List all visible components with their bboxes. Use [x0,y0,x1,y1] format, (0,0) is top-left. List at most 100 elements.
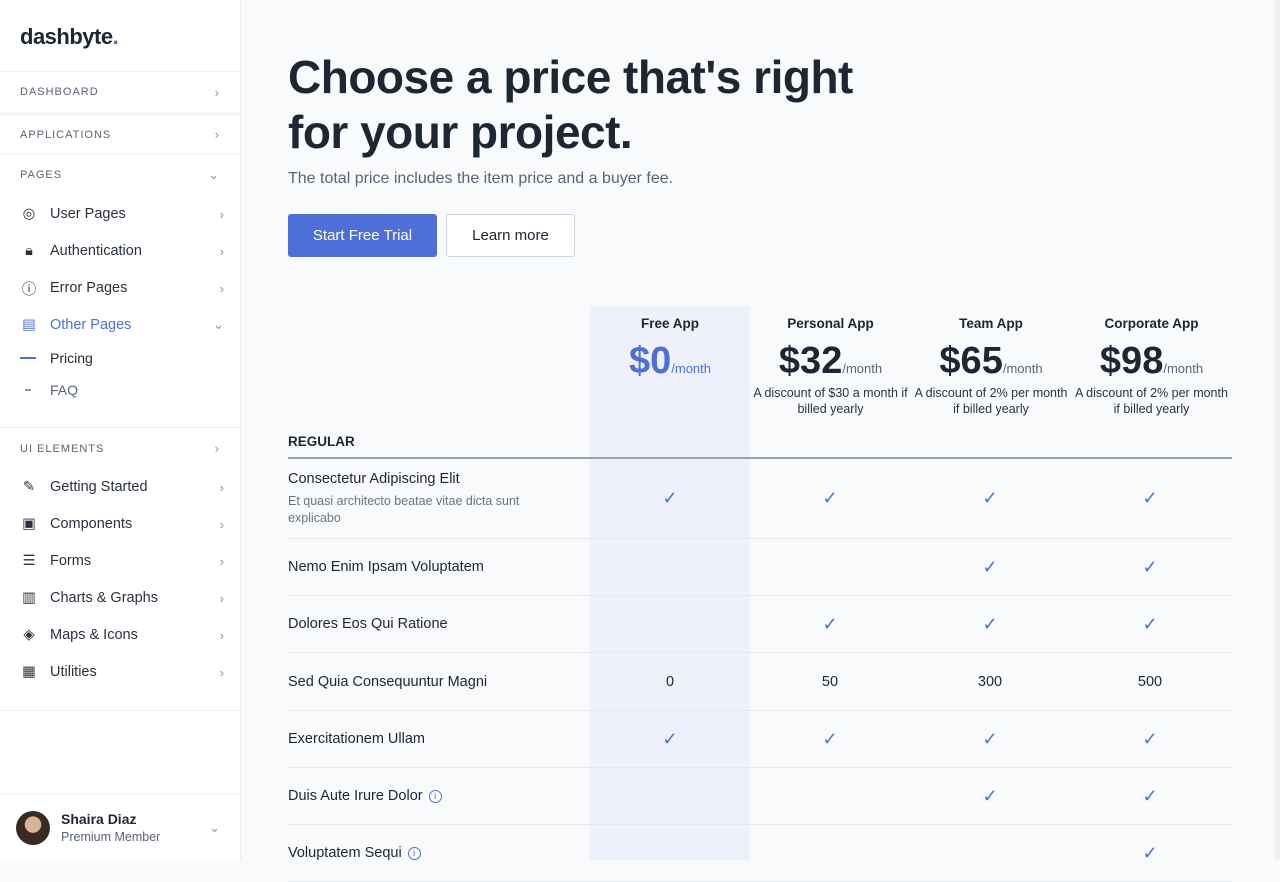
learn-more-button[interactable]: Learn more [446,214,575,257]
cell: ✓ [910,729,1070,750]
sidebar-item-authentication[interactable]: 🔒︎ Authentication › [20,236,224,266]
header-divider [288,457,1232,459]
plan-header: Team App $65/month A discount of 2% per … [911,316,1071,417]
section-label: UI ELEMENTS [20,442,105,455]
user-menu[interactable]: Shaira Diaz Premium Member ⌄ [0,794,240,860]
plan-price: $0/month [590,340,750,383]
bar-chart-icon: ▥ [22,590,36,606]
price-amount: $0 [628,340,672,382]
cell: ✓ [910,786,1070,807]
start-free-trial-button[interactable]: Start Free Trial [288,214,437,257]
item-label: Forms [50,553,92,569]
check-icon: ✓ [982,488,998,508]
cell: 0 [665,673,675,690]
check-icon: ✓ [982,556,998,577]
cell: ✓ [1070,786,1230,807]
cell: ✓ [910,557,1070,578]
scrollbar[interactable] [1275,0,1280,860]
cell: ✓ [1070,729,1230,750]
plan-note: A discount of $30 a month if billed year… [753,386,908,416]
feature-name: Dolores Eos Qui Ratione [288,616,448,632]
list-icon: ☰ [22,553,36,569]
info-icon[interactable]: i [407,846,421,860]
cell: ✓ [750,614,910,635]
feature-label: Dolores Eos Qui Ratione [288,616,590,632]
chevron-right-icon: › [219,516,224,532]
plan-header: Free App $0/month [590,316,750,385]
section-label: DASHBOARD [20,86,99,98]
divider [0,710,240,711]
subitem-label: Pricing [50,350,93,366]
feature-label: Exercitationem Ullam [288,731,590,747]
plan-price: $65/month [911,340,1071,383]
feature-row: Duis Aute Irure Dolor i ✓ ✓ [288,768,1232,825]
user-role: Premium Member [61,830,161,844]
cell: ✓ [1070,843,1230,864]
sidebar: dashbyte. DASHBOARD › APPLICATIONS › PAGES… [0,0,241,860]
sidebar-item-getting-started[interactable]: ✎ Getting Started › [20,472,224,502]
sidebar-item-charts-graphs[interactable]: ▥ Charts & Graphs › [20,583,224,613]
item-label: Getting Started [50,479,148,495]
feature-name: Voluptatem Sequi [288,845,402,861]
cell: 50 [821,673,839,690]
cell: ✓ [910,614,1070,635]
sidebar-subitem-faq[interactable]: FAQ [20,382,78,398]
sidebar-item-forms[interactable]: ☰ Forms › [20,546,225,576]
price-amount: $32 [778,340,843,382]
group-label: REGULAR [288,434,355,449]
check-icon: ✓ [822,728,838,749]
plan-header: Corporate App $98/month A discount of 2%… [1072,316,1232,417]
check-icon: ✓ [982,613,998,634]
cell: ✓ [1070,614,1230,635]
plan-price: $32/month [751,340,911,383]
cell: ✓ [750,729,910,750]
sidebar-item-error-pages[interactable]: ⓘ Error Pages › [20,273,224,303]
chevron-right-icon: › [219,280,224,296]
cell: ✓ [750,488,910,509]
chevron-right-icon: › [214,84,220,100]
sidebar-item-maps-icons[interactable]: ◈ Maps & Icons › [20,620,224,650]
feature-name: Nemo Enim Ipsam Voluptatem [288,559,484,575]
sidebar-item-user-pages[interactable]: ◎ User Pages › [20,199,224,229]
check-icon: ✓ [982,728,998,749]
info-icon[interactable]: i [428,789,442,803]
sidebar-section-dashboard[interactable]: DASHBOARD › [0,71,240,112]
alert-circle-icon: ⓘ [21,281,37,298]
check-icon: ✓ [1142,613,1158,634]
sidebar-item-utilities[interactable]: ▦ Utilities › [20,657,224,687]
logo-text: dashbyte [20,24,113,49]
feature-desc: Et quasi architecto beatae vitae dicta s… [288,493,520,525]
lock-icon: 🔒︎ [25,243,33,259]
item-label: Authentication [50,243,142,259]
cell: ✓ [1070,488,1230,509]
chevron-down-icon: ⌄ [209,819,220,835]
sidebar-subitem-pricing[interactable]: Pricing [20,350,93,366]
logo-dot: . [112,24,119,49]
check-icon: ✓ [662,488,678,508]
sidebar-item-components[interactable]: ▣ Components › [20,509,224,539]
price-period: /month [1002,361,1043,376]
feature-name: Duis Aute Irure Dolor [288,788,423,804]
chevron-right-icon: › [219,664,224,680]
sidebar-section-applications[interactable]: APPLICATIONS › [0,112,240,153]
check-icon: ✓ [1142,728,1158,749]
item-label: Error Pages [50,280,128,296]
check-icon: ✓ [662,728,678,749]
check-icon: ✓ [1142,785,1158,806]
sidebar-item-other-pages[interactable]: ▤ Other Pages ⌄ [20,310,224,340]
feature-row: Sed Quia Consequuntur Magni 0 50 300 500 [288,653,1232,711]
price-amount: $65 [939,340,1003,382]
sidebar-section-ui-elements[interactable]: UI ELEMENTS › [0,427,240,469]
plan-name: Team App [959,316,1023,331]
logo[interactable]: dashbyte. [20,24,119,50]
user-name: Shaira Diaz [61,811,137,827]
item-label: Charts & Graphs [50,590,158,606]
chevron-right-icon: › [214,441,220,456]
feature-name: Exercitationem Ullam [288,731,425,747]
plan-price: $98/month [1072,340,1232,383]
feature-row: Exercitationem Ullam ✓ ✓ ✓ ✓ [288,711,1232,768]
item-label: Components [50,516,133,532]
sidebar-section-pages[interactable]: PAGES ⌄ [0,154,240,195]
chevron-right-icon: › [219,590,224,606]
check-icon: ✓ [982,785,998,806]
